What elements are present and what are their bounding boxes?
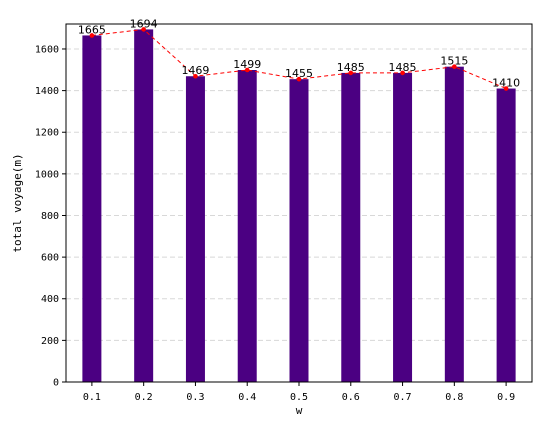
- trend-line: [89, 27, 509, 91]
- y-tick-label: 1400: [35, 86, 59, 97]
- y-tick-label: 1000: [35, 169, 59, 180]
- x-tick-label: 0.6: [342, 392, 360, 403]
- trend-point: [400, 70, 405, 76]
- y-tick-label: 600: [41, 253, 59, 264]
- axes: 0 200 400 600 800 1000 1200 1400 1600 0.1 0.2 0.3 0.…: [35, 23, 533, 403]
- trend-point: [89, 33, 95, 38]
- trend-point: [348, 70, 354, 76]
- y-tick-label: 800: [41, 211, 59, 222]
- x-tick-label: 0.2: [135, 392, 153, 403]
- trend-point: [452, 64, 457, 69]
- bar: [134, 29, 154, 383]
- x-axis-label: w: [296, 404, 303, 417]
- data-label: 1455: [285, 67, 313, 80]
- bars: [82, 29, 516, 383]
- data-label: 1515: [440, 55, 468, 68]
- bar: [496, 88, 516, 382]
- x-tick-label: 0.5: [290, 392, 308, 403]
- trend-point: [193, 73, 198, 79]
- bar: [289, 79, 309, 382]
- y-tick-label: 1600: [35, 44, 59, 55]
- bar: [341, 72, 361, 383]
- data-label: 1410: [492, 77, 520, 90]
- data-label: 1485: [337, 61, 365, 74]
- data-label: 1665: [78, 23, 106, 36]
- trend-point: [141, 27, 146, 32]
- y-tick-label: 0: [53, 378, 59, 389]
- bar: [82, 35, 102, 383]
- data-label: 1469: [181, 64, 209, 77]
- trend-point: [296, 76, 302, 82]
- bar: [237, 69, 257, 382]
- bar: [185, 76, 205, 382]
- data-label: 1485: [389, 61, 417, 74]
- trend-point: [503, 86, 509, 91]
- bar: [393, 72, 413, 383]
- y-tick-label: 200: [41, 336, 59, 347]
- bar: [444, 66, 464, 382]
- trend-point: [244, 67, 250, 73]
- y-tick-label: 1200: [35, 128, 59, 139]
- data-label: 1499: [233, 58, 261, 71]
- x-tick-label: 0.8: [445, 392, 463, 403]
- x-tick-label: 0.7: [394, 392, 412, 403]
- x-tick-label: 0.9: [497, 392, 515, 403]
- x-tick-label: 0.3: [186, 392, 204, 403]
- y-axis-label: total voyage(m): [11, 153, 24, 252]
- x-tick-label: 0.1: [83, 392, 101, 403]
- x-tick-label: 0.4: [238, 392, 256, 403]
- plot-frame: [65, 23, 533, 383]
- y-tick-label: 400: [41, 294, 59, 305]
